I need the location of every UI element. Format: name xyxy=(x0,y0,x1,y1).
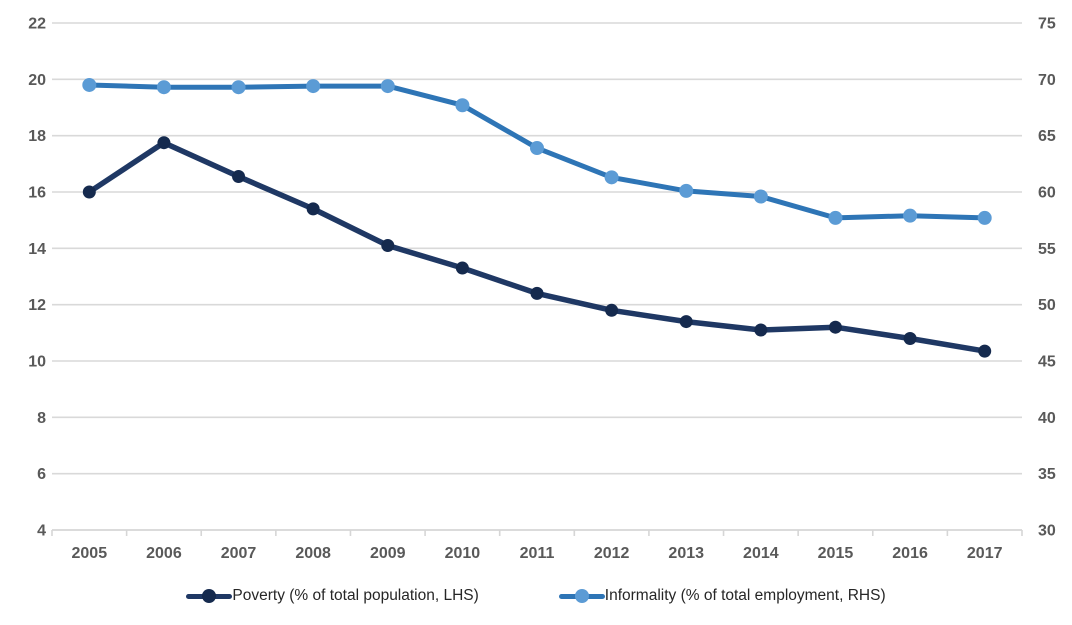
data-point-informality-2013 xyxy=(679,183,694,198)
y-axis-left-tick-label: 18 xyxy=(28,128,46,145)
x-axis-label: 2011 xyxy=(520,545,555,562)
y-axis-left-tick-label: 6 xyxy=(37,466,46,483)
y-axis-right-tick-label: 45 xyxy=(1038,354,1056,371)
y-axis-right-tick-label: 60 xyxy=(1038,185,1056,202)
x-axis-label: 2010 xyxy=(445,545,481,562)
data-point-informality-2014 xyxy=(753,189,768,204)
data-point-poverty-2013 xyxy=(679,315,693,329)
x-axis-label: 2015 xyxy=(818,545,854,562)
data-point-poverty-2011 xyxy=(530,286,544,300)
data-point-poverty-2012 xyxy=(605,303,619,317)
data-point-informality-2006 xyxy=(156,80,171,95)
data-point-poverty-2015 xyxy=(828,320,842,334)
data-point-poverty-2010 xyxy=(455,261,469,275)
data-point-poverty-2006 xyxy=(157,136,171,150)
data-point-informality-2011 xyxy=(530,141,544,156)
y-axis-right-tick-label: 55 xyxy=(1038,241,1056,258)
y-axis-left-tick-label: 20 xyxy=(28,72,46,89)
data-point-poverty-2005 xyxy=(82,185,96,199)
y-axis-right-tick-label: 40 xyxy=(1038,410,1056,427)
x-axis-label: 2007 xyxy=(221,545,257,562)
x-axis-label: 2014 xyxy=(743,545,779,562)
data-point-poverty-2016 xyxy=(903,331,917,345)
data-point-informality-2015 xyxy=(828,210,843,225)
y-axis-right-tick-label: 75 xyxy=(1038,16,1056,33)
data-point-poverty-2017 xyxy=(978,344,992,358)
informality-legend-dot xyxy=(574,589,589,603)
legend-label-informality: Informality (% of total employment, RHS) xyxy=(604,587,886,605)
data-point-poverty-2007 xyxy=(232,170,246,184)
informality-legend-marker-icon xyxy=(558,589,605,603)
legend-item-poverty: Poverty (% of total population, LHS) xyxy=(186,587,479,605)
x-axis-label: 2013 xyxy=(668,545,704,562)
series-line-poverty xyxy=(86,139,988,354)
data-point-informality-2005 xyxy=(82,77,97,92)
x-axis-label: 2016 xyxy=(892,545,928,562)
legend-item-informality: Informality (% of total employment, RHS) xyxy=(558,587,886,605)
y-axis-left-tick-label: 22 xyxy=(28,16,46,33)
x-axis-label: 2017 xyxy=(967,545,1003,562)
y-axis-right-tick-label: 65 xyxy=(1038,128,1056,145)
legend-label-poverty: Poverty (% of total population, LHS) xyxy=(232,587,479,605)
data-point-poverty-2014 xyxy=(754,323,768,337)
data-point-informality-2008 xyxy=(306,79,321,94)
data-point-informality-2009 xyxy=(380,79,395,94)
y-axis-right-tick-label: 30 xyxy=(1038,523,1056,540)
chart-plot-area: 22 20 18 16 14 12 10 8 6 4 75 70 65 60 55 50 45 40 35 30 200… xyxy=(28,16,1056,563)
y-axis-left-tick-label: 12 xyxy=(28,297,46,314)
y-axis-left-tick-label: 16 xyxy=(28,185,46,202)
y-axis-right-tick-label: 35 xyxy=(1038,466,1056,483)
data-point-informality-2017 xyxy=(977,210,992,225)
y-axis-right-tick-label: 50 xyxy=(1038,297,1056,314)
data-point-informality-2010 xyxy=(455,98,470,113)
x-axis-label: 2006 xyxy=(146,545,182,562)
y-axis-left-tick-label: 14 xyxy=(28,241,46,258)
poverty-legend-dot xyxy=(202,589,217,603)
y-axis-left-tick-label: 8 xyxy=(37,410,46,427)
y-axis-left-tick-label: 4 xyxy=(37,523,46,540)
poverty-legend-marker-icon xyxy=(186,589,233,603)
x-axis-label: 2005 xyxy=(72,545,108,562)
data-point-informality-2012 xyxy=(604,170,619,185)
x-axis-label: 2008 xyxy=(295,545,331,562)
y-axis-left-tick-label: 10 xyxy=(28,354,46,371)
x-axis-label: 2012 xyxy=(594,545,630,562)
data-point-informality-2007 xyxy=(231,80,246,95)
y-axis-right-tick-label: 70 xyxy=(1038,72,1056,89)
data-point-poverty-2009 xyxy=(381,239,395,253)
chart-legend: Poverty (% of total population, LHS) Inf… xyxy=(0,582,1072,610)
x-axis-label: 2009 xyxy=(370,545,406,562)
data-point-informality-2016 xyxy=(903,208,918,223)
data-point-poverty-2008 xyxy=(306,202,320,216)
